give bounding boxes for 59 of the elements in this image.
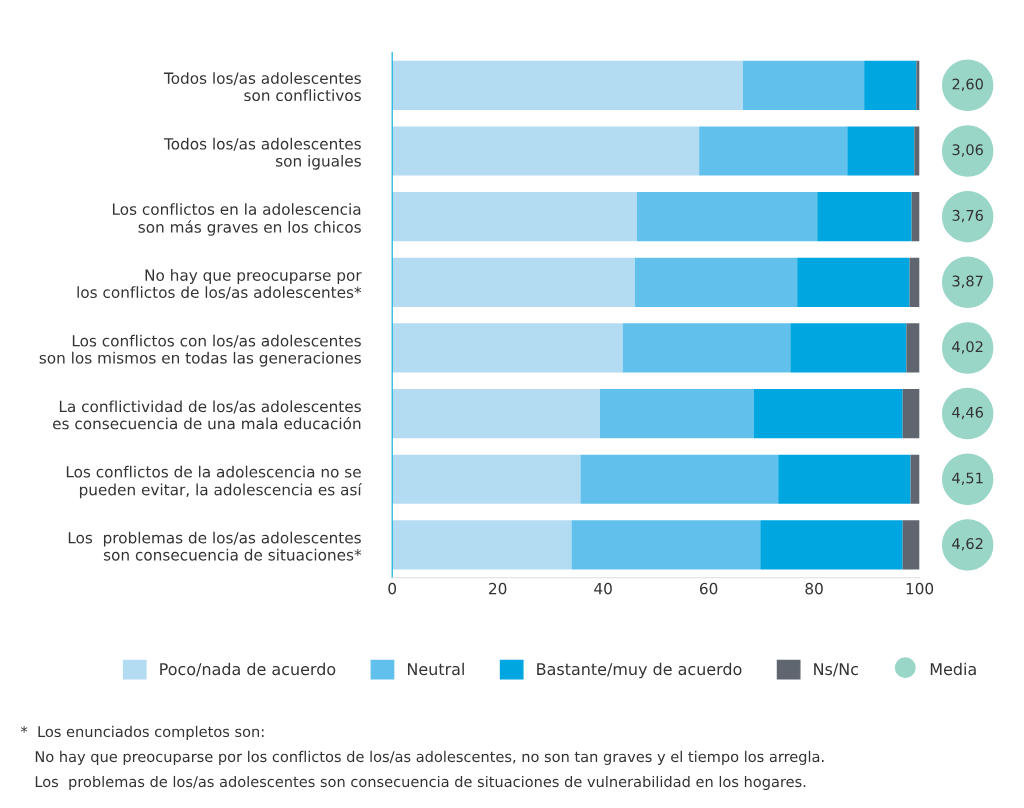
bar xyxy=(864,60,917,110)
text: No hay que preocuparse por los conflictos de los/as adolescentes, no son tan graves y el tiempo los arregla. xyxy=(35,750,824,765)
x-tick-label: 20 xyxy=(489,582,507,595)
y-tick-label: La conflictividad de los/as adolescentes es consecuencia de una mala educación xyxy=(52,400,361,430)
text: * Los enunciados completos son: xyxy=(20,725,264,740)
data-label: 2,60 xyxy=(952,78,983,92)
bar xyxy=(392,126,700,176)
x-tick-label: 0 xyxy=(388,582,397,595)
bar xyxy=(636,192,818,242)
x-tick-label: 80 xyxy=(805,582,823,595)
legend-label: Media xyxy=(930,662,976,676)
bar xyxy=(392,520,572,570)
bar xyxy=(571,520,761,570)
bar xyxy=(392,454,581,504)
bar xyxy=(622,323,791,373)
data-label: 4,46 xyxy=(952,406,983,420)
y-tick-label: No hay que preocuparse por los conflictos de los/as adolescentes* xyxy=(77,269,362,300)
text: Los problemas de los/as adolescentes son consecuencia de situaciones de vulnerabilidad en los hogares. xyxy=(35,775,806,791)
bar xyxy=(790,323,907,373)
legend-label: Bastante/muy de acuerdo xyxy=(537,662,742,679)
data-label: 3,87 xyxy=(952,275,983,289)
legend-label: Neutral xyxy=(407,662,464,676)
y-tick-label: Todos los/as adolescentes son iguales xyxy=(163,137,361,170)
y-tick-label: Los problemas de los/as adolescentes son consecuencia de situaciones* xyxy=(68,531,362,561)
legend-label: Ns/Nc xyxy=(814,663,858,677)
y-tick-label: Los conflictos de la adolescencia no se pueden evitar, la adolescencia es así xyxy=(66,465,363,499)
bar xyxy=(580,454,779,504)
y-tick-label: Los conflictos en la adolescencia son más graves en los chicos xyxy=(112,203,361,236)
bar xyxy=(742,60,865,110)
bar xyxy=(914,126,920,176)
bar xyxy=(392,257,635,307)
data-label: 4,51 xyxy=(952,472,983,485)
bar xyxy=(599,388,754,439)
bar xyxy=(634,257,798,307)
bar xyxy=(760,520,903,570)
x-tick-label: 40 xyxy=(594,582,612,595)
legend-label: Poco/nada de acuerdo xyxy=(160,662,336,677)
bar xyxy=(906,323,920,373)
bar xyxy=(902,520,920,570)
data-label: 3,06 xyxy=(952,144,983,157)
bar xyxy=(392,323,623,373)
bar xyxy=(392,192,637,242)
y-tick-label: Los conflictos con los/as adolescentes son los mismos en todas las generaciones xyxy=(39,334,361,367)
bar xyxy=(797,257,910,307)
data-label: 4,02 xyxy=(952,341,983,354)
bar xyxy=(392,388,600,439)
bar xyxy=(847,126,915,176)
bar xyxy=(817,192,912,242)
x-tick-label: 100 xyxy=(906,582,934,595)
bar xyxy=(392,60,743,110)
bar xyxy=(902,388,920,439)
data-label: 3,76 xyxy=(952,209,983,223)
bar xyxy=(778,454,911,504)
y-tick-label: Todos los/as adolescentes son conflictivos xyxy=(163,72,361,102)
data-label: 4,62 xyxy=(952,538,983,551)
x-tick-label: 60 xyxy=(699,582,718,595)
bar xyxy=(699,126,848,176)
bar xyxy=(753,388,903,439)
bar xyxy=(916,60,920,110)
